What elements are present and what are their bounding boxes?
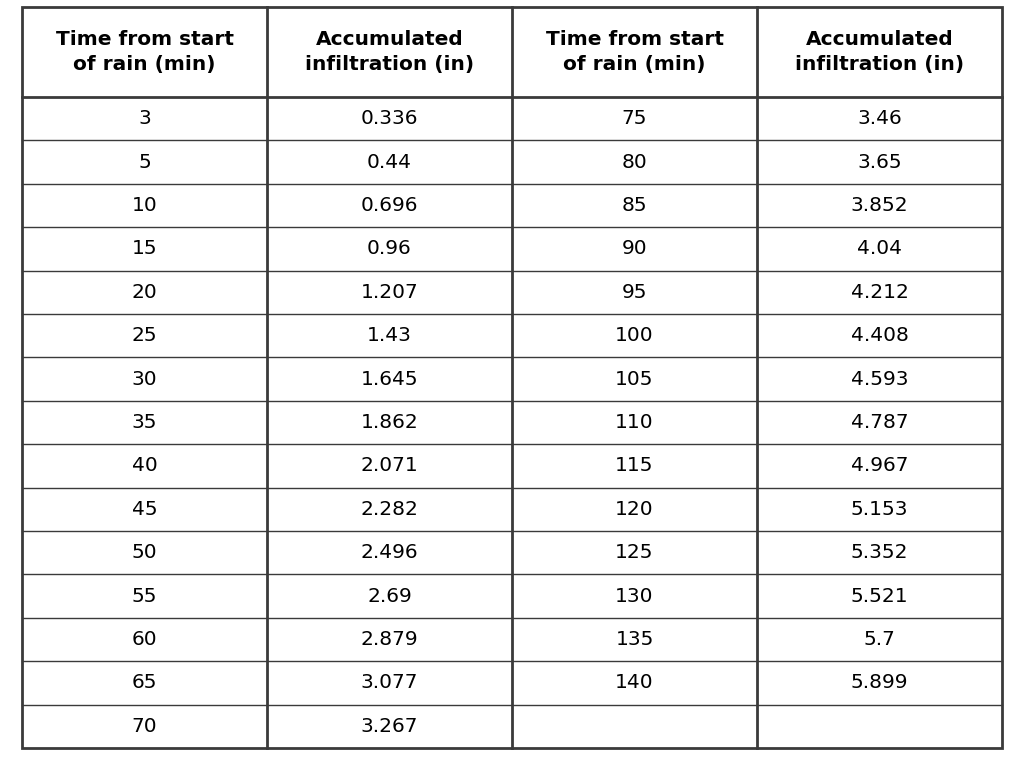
Text: 4.967: 4.967 (851, 456, 908, 475)
Text: 4.408: 4.408 (851, 326, 908, 345)
Text: 5: 5 (138, 153, 151, 172)
Text: 75: 75 (622, 109, 647, 128)
Text: 4.04: 4.04 (857, 239, 902, 258)
Text: 3: 3 (138, 109, 151, 128)
Text: 80: 80 (622, 153, 647, 172)
Text: 2.496: 2.496 (360, 544, 419, 562)
Text: 5.7: 5.7 (863, 630, 895, 649)
Text: 25: 25 (132, 326, 158, 345)
Text: Accumulated
infiltration (in): Accumulated infiltration (in) (795, 30, 964, 74)
Text: 0.44: 0.44 (367, 153, 412, 172)
Text: 10: 10 (132, 196, 158, 215)
Text: 140: 140 (615, 674, 653, 693)
Text: 1.207: 1.207 (360, 283, 419, 302)
Text: 45: 45 (132, 500, 158, 519)
Text: 0.96: 0.96 (368, 239, 412, 258)
Text: 4.593: 4.593 (851, 369, 908, 388)
Text: 110: 110 (615, 413, 653, 432)
Text: 2.879: 2.879 (360, 630, 419, 649)
Text: 95: 95 (622, 283, 647, 302)
Text: 0.336: 0.336 (360, 109, 418, 128)
Text: 1.862: 1.862 (360, 413, 419, 432)
Text: 120: 120 (615, 500, 653, 519)
Text: 5.352: 5.352 (851, 544, 908, 562)
Text: 1.43: 1.43 (367, 326, 412, 345)
Text: 2.69: 2.69 (368, 587, 412, 606)
Text: 15: 15 (132, 239, 158, 258)
Text: 50: 50 (132, 544, 158, 562)
Text: 3.852: 3.852 (851, 196, 908, 215)
Text: 40: 40 (132, 456, 158, 475)
Text: 5.899: 5.899 (851, 674, 908, 693)
Text: 65: 65 (132, 674, 158, 693)
Text: 3.65: 3.65 (857, 153, 902, 172)
Text: 90: 90 (622, 239, 647, 258)
Text: 115: 115 (615, 456, 653, 475)
Text: 105: 105 (615, 369, 653, 388)
Text: 35: 35 (132, 413, 158, 432)
Text: 5.521: 5.521 (851, 587, 908, 606)
Text: 4.787: 4.787 (851, 413, 908, 432)
Text: 3.077: 3.077 (360, 674, 418, 693)
Text: 135: 135 (615, 630, 653, 649)
Text: 100: 100 (615, 326, 653, 345)
Text: 55: 55 (132, 587, 158, 606)
Text: 125: 125 (615, 544, 653, 562)
Text: 30: 30 (132, 369, 158, 388)
Text: 2.071: 2.071 (360, 456, 419, 475)
Text: 70: 70 (132, 717, 158, 736)
Text: 85: 85 (622, 196, 647, 215)
Text: Time from start
of rain (min): Time from start of rain (min) (546, 30, 724, 74)
Text: 20: 20 (132, 283, 158, 302)
Text: 2.282: 2.282 (360, 500, 419, 519)
Text: Time from start
of rain (min): Time from start of rain (min) (55, 30, 233, 74)
Text: 3.46: 3.46 (857, 109, 902, 128)
Text: 3.267: 3.267 (360, 717, 418, 736)
Text: 60: 60 (132, 630, 158, 649)
Text: 1.645: 1.645 (360, 369, 419, 388)
Text: 130: 130 (615, 587, 653, 606)
Text: 0.696: 0.696 (360, 196, 418, 215)
Text: 5.153: 5.153 (851, 500, 908, 519)
Text: Accumulated
infiltration (in): Accumulated infiltration (in) (305, 30, 474, 74)
Text: 4.212: 4.212 (851, 283, 908, 302)
